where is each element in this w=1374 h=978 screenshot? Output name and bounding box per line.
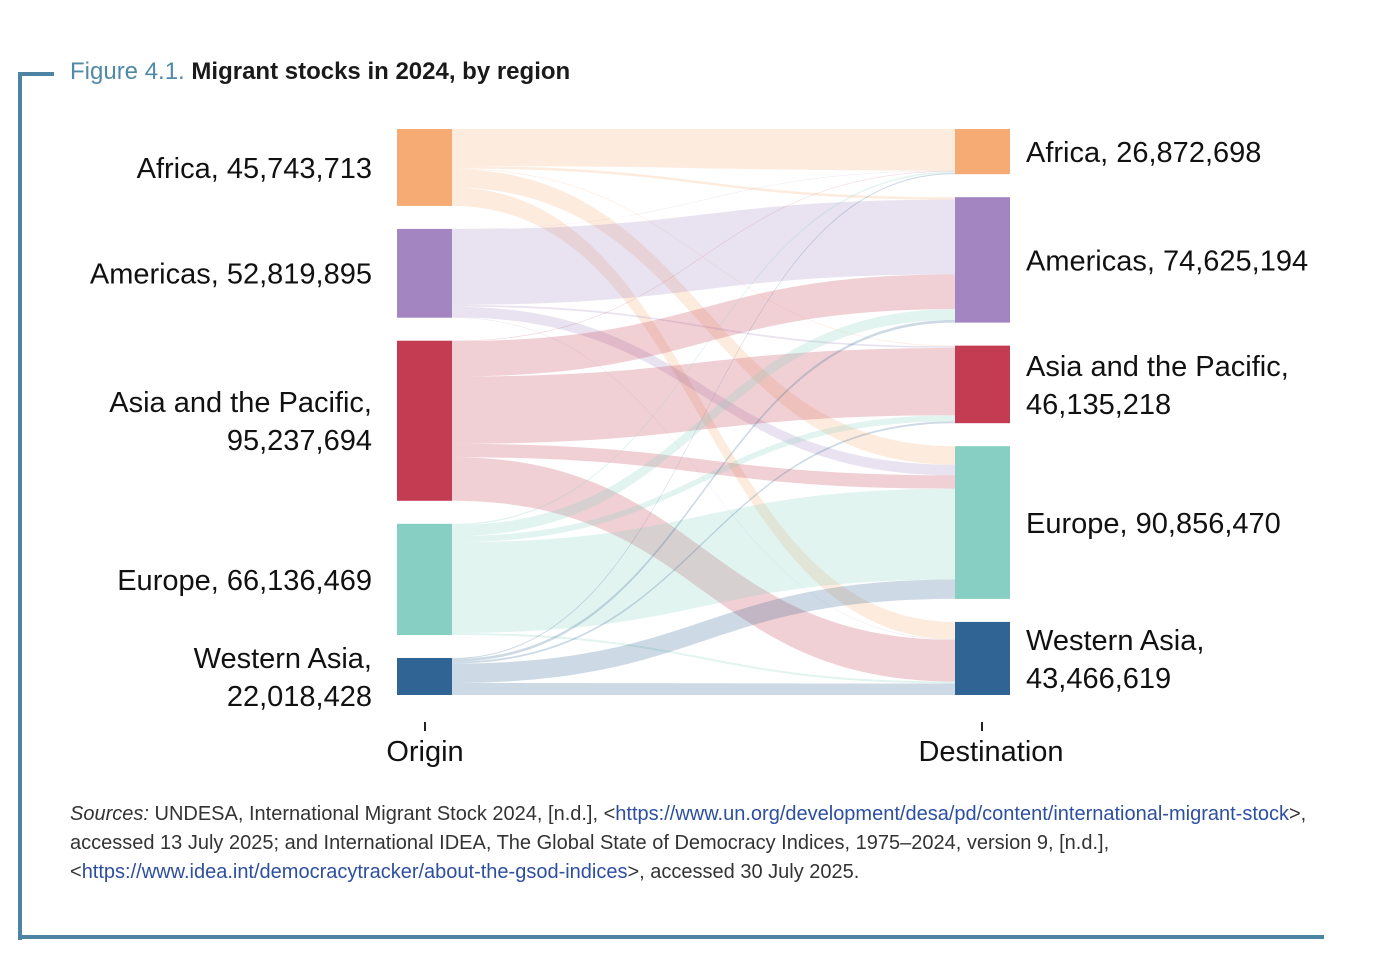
origin-label-europe-line: Europe, 66,136,469 bbox=[117, 565, 372, 597]
flow-western-asia-to-europe bbox=[452, 579, 955, 683]
frame-border-top bbox=[18, 72, 54, 76]
destination-label-europe: Europe, 90,856,470 bbox=[1026, 508, 1281, 540]
flow-asia-and-the-pacific-to-asia-and-the-pacific bbox=[452, 347, 955, 444]
sources-label: Sources: bbox=[70, 803, 149, 825]
origin-axis-label: Origin bbox=[386, 736, 463, 768]
flow-europe-to-americas bbox=[452, 309, 955, 537]
flow-americas-to-asia-and-the-pacific bbox=[452, 304, 955, 348]
flow-western-asia-to-americas bbox=[452, 319, 955, 662]
origin-label-americas-line: Americas, 52,819,895 bbox=[90, 259, 372, 291]
origin-label-asia-and-the-pacific: Asia and the Pacific, 95,237,694 bbox=[109, 387, 372, 457]
flow-africa-to-americas bbox=[452, 165, 955, 200]
flow-europe-to-europe bbox=[452, 488, 955, 633]
destination-label-western-asia-line: 43,466,619 bbox=[1026, 663, 1171, 695]
sources-text-3: >, accessed 30 July 2025. bbox=[627, 861, 860, 883]
destination-node-western-asia bbox=[955, 621, 1010, 695]
flow-africa-to-africa bbox=[452, 129, 955, 171]
flow-asia-and-the-pacific-to-western-asia bbox=[452, 457, 955, 682]
sources-text-1: UNDESA, International Migrant Stock 2024… bbox=[148, 803, 616, 825]
destination-label-western-asia: Western Asia, 43,466,619 bbox=[1026, 625, 1204, 695]
destination-node-asia-and-the-pacific bbox=[955, 345, 1010, 424]
flow-africa-to-asia-and-the-pacific bbox=[452, 168, 955, 347]
destination-label-americas: Americas, 74,625,194 bbox=[1026, 245, 1308, 277]
flow-western-asia-to-africa bbox=[452, 173, 955, 659]
flow-asia-and-the-pacific-to-africa bbox=[452, 170, 955, 342]
destination-label-americas-line: Americas, 74,625,194 bbox=[1026, 245, 1308, 277]
sources-text-2: >, accessed 13 July 2025; and Internatio… bbox=[70, 803, 1307, 883]
origin-label-western-asia: Western Asia, 22,018,428 bbox=[194, 643, 372, 713]
flow-asia-and-the-pacific-to-americas bbox=[452, 274, 955, 377]
frame-border-left bbox=[18, 72, 22, 940]
origin-label-europe: Europe, 66,136,469 bbox=[117, 565, 372, 597]
destination-label-asia-and-the-pacific: Asia and the Pacific, 46,135,218 bbox=[1026, 351, 1289, 421]
flow-africa-to-western-asia bbox=[452, 187, 955, 640]
destination-label-africa: Africa, 26,872,698 bbox=[1026, 137, 1261, 169]
flow-americas-to-europe bbox=[452, 306, 955, 476]
flow-europe-to-asia-and-the-pacific bbox=[452, 415, 955, 543]
flow-africa-to-europe bbox=[452, 169, 955, 465]
nodes bbox=[397, 129, 1010, 695]
destination-node-europe bbox=[955, 446, 1010, 599]
flow-americas-to-africa bbox=[452, 170, 955, 230]
frame-border-bottom bbox=[18, 935, 1324, 939]
origin-label-asia-and-the-pacific-line: 95,237,694 bbox=[227, 425, 372, 457]
origin-node-americas bbox=[397, 228, 452, 318]
flow-americas-to-americas bbox=[452, 199, 955, 305]
destination-label-western-asia-line: Western Asia, bbox=[1026, 625, 1204, 657]
flow-links bbox=[452, 129, 955, 695]
flow-asia-and-the-pacific-to-europe bbox=[452, 443, 955, 489]
figure-title: Figure 4.1. Migrant stocks in 2024, by r… bbox=[70, 58, 570, 86]
sources-link-undesa[interactable]: https://www.un.org/development/desa/pd/c… bbox=[615, 803, 1289, 825]
origin-node-western-asia bbox=[397, 657, 452, 695]
destination-axis-label: Destination bbox=[918, 736, 1063, 768]
destination-node-americas bbox=[955, 197, 1010, 323]
sankey-chart: Africa, 45,743,713 Americas, 52,819,895 As… bbox=[90, 129, 1308, 768]
origin-label-africa-line: Africa, 45,743,713 bbox=[137, 153, 372, 185]
figure-number: Figure 4.1. bbox=[70, 58, 185, 85]
flow-europe-to-africa bbox=[452, 171, 955, 526]
origin-label-western-asia-line: 22,018,428 bbox=[227, 681, 372, 713]
flow-europe-to-western-asia bbox=[452, 632, 955, 684]
origin-label-africa: Africa, 45,743,713 bbox=[137, 153, 372, 185]
destination-label-europe-line: Europe, 90,856,470 bbox=[1026, 508, 1281, 540]
labels: Africa, 45,743,713 Americas, 52,819,895 As… bbox=[90, 137, 1308, 768]
destination-label-africa-line: Africa, 26,872,698 bbox=[1026, 137, 1261, 169]
flow-western-asia-to-western-asia bbox=[452, 682, 955, 695]
origin-label-western-asia-line: Western Asia, bbox=[194, 643, 372, 675]
origin-label-americas: Americas, 52,819,895 bbox=[90, 259, 372, 291]
flow-western-asia-to-asia-and-the-pacific bbox=[452, 421, 955, 664]
destination-node-africa bbox=[955, 129, 1010, 175]
origin-node-africa bbox=[397, 129, 452, 206]
origin-label-asia-and-the-pacific-line: Asia and the Pacific, bbox=[109, 387, 372, 419]
destination-label-asia-and-the-pacific-line: 46,135,218 bbox=[1026, 389, 1171, 421]
flow-americas-to-western-asia bbox=[452, 317, 955, 640]
origin-node-asia-and-the-pacific bbox=[397, 340, 452, 501]
figure-title-text: Migrant stocks in 2024, by region bbox=[191, 58, 571, 85]
sources-link-idea[interactable]: https://www.idea.int/democracytracker/ab… bbox=[81, 861, 628, 883]
destination-label-asia-and-the-pacific-line: Asia and the Pacific, bbox=[1026, 351, 1289, 383]
origin-node-europe bbox=[397, 523, 452, 635]
sources-note: Sources: UNDESA, International Migrant S… bbox=[70, 800, 1330, 887]
